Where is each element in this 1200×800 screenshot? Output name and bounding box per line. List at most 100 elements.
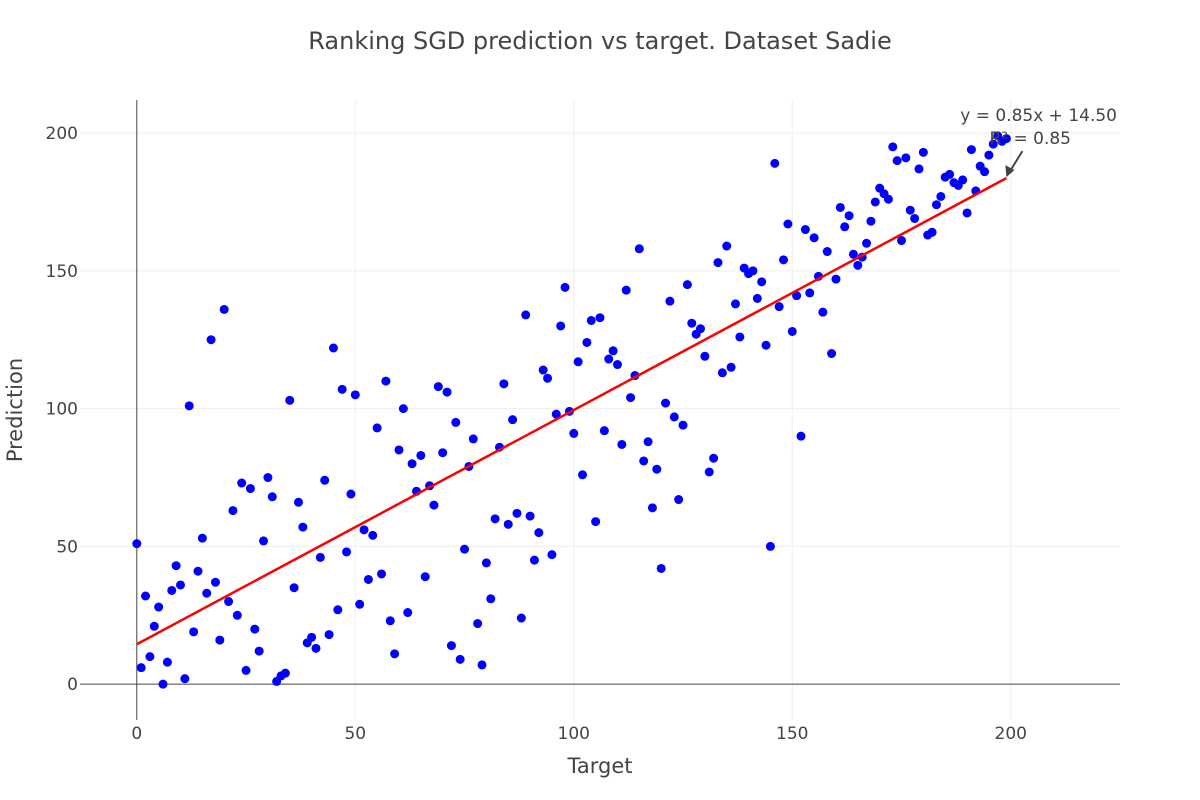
data-point xyxy=(346,489,356,499)
data-point xyxy=(647,503,657,513)
tick-labels: 0 50 100 150 200 0 50 100 150 200 xyxy=(46,124,1027,744)
data-point xyxy=(529,555,539,565)
chart-title: Ranking SGD prediction vs target. Datase… xyxy=(308,27,891,55)
data-point xyxy=(800,225,810,235)
data-point xyxy=(988,139,998,149)
data-point xyxy=(193,566,203,576)
data-point xyxy=(599,426,609,436)
data-point xyxy=(267,492,277,502)
data-point xyxy=(652,464,662,474)
data-point xyxy=(556,321,566,331)
data-point xyxy=(757,277,767,287)
data-point xyxy=(320,475,330,485)
data-point xyxy=(770,158,780,168)
data-point xyxy=(460,544,470,554)
data-point xyxy=(158,679,168,689)
data-point xyxy=(665,296,675,306)
data-point xyxy=(888,142,898,152)
data-point xyxy=(132,539,142,549)
equation-label: y = 0.85x + 14.50 xyxy=(960,106,1117,126)
data-point xyxy=(433,382,443,392)
data-point xyxy=(634,244,644,254)
data-point xyxy=(149,621,159,631)
fit-line xyxy=(136,177,1007,646)
data-point xyxy=(477,660,487,670)
data-point xyxy=(385,616,395,626)
data-point xyxy=(617,439,627,449)
data-point xyxy=(805,288,815,298)
data-point xyxy=(254,646,264,656)
data-point xyxy=(468,434,478,444)
data-point xyxy=(315,552,325,562)
data-point xyxy=(700,351,710,361)
data-point xyxy=(245,484,255,494)
data-point xyxy=(573,357,583,367)
data-point xyxy=(377,569,387,579)
data-point xyxy=(862,238,872,248)
data-point xyxy=(355,599,365,609)
data-point xyxy=(796,431,806,441)
y-tick-label: 200 xyxy=(46,124,78,144)
data-point xyxy=(543,373,553,383)
data-point xyxy=(639,456,649,466)
data-point xyxy=(508,415,518,425)
data-point xyxy=(359,525,369,535)
data-point xyxy=(481,558,491,568)
data-point xyxy=(184,401,194,411)
data-point xyxy=(224,597,234,607)
data-point xyxy=(263,473,273,483)
y-tick-label: 0 xyxy=(67,675,78,695)
data-point xyxy=(591,517,601,527)
data-point xyxy=(241,665,251,675)
data-point xyxy=(407,459,417,469)
data-point xyxy=(844,211,854,221)
data-point xyxy=(136,663,146,673)
data-point xyxy=(206,335,216,345)
data-point xyxy=(848,249,858,259)
y-tick-label: 100 xyxy=(46,400,78,420)
y-tick-label: 150 xyxy=(46,262,78,282)
data-point xyxy=(722,241,732,251)
data-point xyxy=(259,536,269,546)
data-point xyxy=(547,550,557,560)
data-point xyxy=(604,354,614,364)
data-point xyxy=(643,437,653,447)
data-point xyxy=(687,318,697,328)
data-point xyxy=(765,541,775,551)
data-point xyxy=(818,307,828,317)
data-point xyxy=(748,266,758,276)
data-point xyxy=(333,605,343,615)
data-point xyxy=(228,506,238,516)
data-point xyxy=(827,349,837,359)
data-point xyxy=(328,343,338,353)
data-point xyxy=(285,395,295,405)
data-point xyxy=(704,467,714,477)
data-point xyxy=(792,291,802,301)
data-point xyxy=(215,635,225,645)
data-point xyxy=(962,208,972,218)
data-point xyxy=(678,420,688,430)
data-point xyxy=(403,608,413,618)
data-point xyxy=(726,362,736,372)
data-point xyxy=(656,563,666,573)
data-point xyxy=(455,654,465,664)
data-point xyxy=(311,643,321,653)
data-point xyxy=(918,147,928,157)
data-point xyxy=(171,561,181,571)
data-point xyxy=(905,205,915,215)
data-point xyxy=(883,194,893,204)
data-point xyxy=(219,304,229,314)
data-point xyxy=(534,528,544,538)
data-point xyxy=(866,216,876,226)
data-point xyxy=(840,222,850,232)
data-point xyxy=(787,326,797,336)
data-point xyxy=(420,572,430,582)
data-point xyxy=(661,398,671,408)
data-point xyxy=(897,236,907,246)
data-point xyxy=(1001,134,1011,144)
data-point xyxy=(822,247,832,257)
data-point xyxy=(560,282,570,292)
x-tick-label: 100 xyxy=(558,724,590,744)
data-point xyxy=(390,649,400,659)
